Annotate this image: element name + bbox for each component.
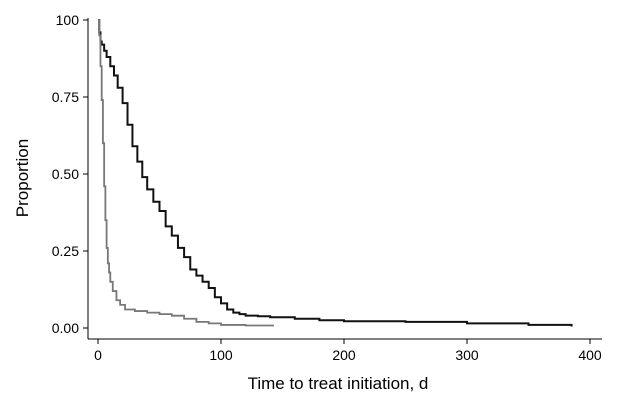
- series-line-2: [98, 19, 274, 327]
- x-tick-label: 0: [94, 347, 102, 363]
- x-tick-label: 200: [332, 347, 356, 363]
- axes: [87, 18, 602, 340]
- x-ticks: 0 100 200 300 400: [94, 339, 602, 363]
- x-tick-label: 300: [455, 347, 479, 363]
- x-tick-label: 100: [209, 347, 233, 363]
- y-axis-title: Proportion: [13, 139, 32, 217]
- y-tick-label: 0.00: [52, 320, 79, 336]
- y-tick-label: 0.50: [52, 166, 79, 182]
- y-tick-label: 0.75: [52, 89, 79, 105]
- x-axis-title: Time to treat initiation, d: [248, 374, 429, 393]
- y-ticks: 0.00 0.25 0.50 0.75 100: [52, 12, 88, 336]
- plot-lines: [98, 19, 573, 327]
- x-tick-label: 400: [578, 347, 602, 363]
- series-line-1: [98, 19, 573, 327]
- y-tick-label: 100: [56, 12, 80, 28]
- y-tick-label: 0.25: [52, 243, 79, 259]
